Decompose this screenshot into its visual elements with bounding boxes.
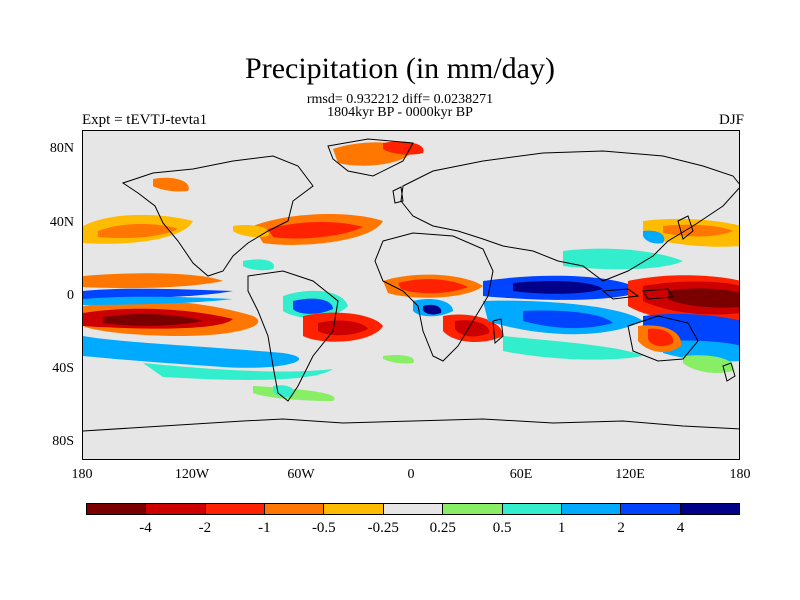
y-label-80N: 80N [49, 141, 74, 156]
legend-tick-label: 4 [676, 520, 685, 536]
legend-tick-label: -0.25 [367, 520, 399, 536]
x-label-180-west: 180 [71, 467, 93, 482]
legend-swatch [443, 504, 503, 514]
legend-tick-label: -1 [258, 520, 271, 536]
legend-swatch [265, 504, 325, 514]
period-line: 1804kyr BP - 0000kyr BP [327, 105, 473, 120]
continent-outlines [83, 138, 739, 432]
y-label-40N: 40N [49, 215, 74, 230]
legend-swatch [502, 504, 562, 514]
x-label-60W: 60W [287, 467, 315, 482]
x-label-120W: 120W [174, 467, 210, 482]
legend-tick-label: -4 [139, 520, 152, 536]
legend-swatch [87, 504, 147, 514]
chart-title: Precipitation (in mm/day) [245, 52, 555, 85]
legend-tick-label: 1 [557, 520, 566, 536]
x-label-60E: 60E [509, 467, 533, 482]
y-label-40S: 40S [52, 361, 74, 376]
x-label-120E: 120E [615, 467, 645, 482]
precipitation-difference-map [83, 138, 739, 432]
legend-tick-label: -0.5 [311, 520, 336, 536]
legend-swatch [680, 504, 739, 514]
statistics-line: rmsd= 0.932212 diff= 0.0238271 [306, 92, 494, 107]
legend-swatch [621, 504, 681, 514]
legend-tick-label: 0.5 [492, 520, 512, 536]
season-label: DJF [718, 112, 744, 128]
legend-tick-label: 0.25 [429, 520, 456, 536]
legend-swatch [324, 504, 384, 514]
color-legend [86, 503, 740, 515]
legend-tick-label: 2 [617, 520, 625, 536]
legend-swatch [561, 504, 622, 514]
anomaly-patches [83, 141, 739, 401]
legend-swatch [205, 504, 266, 514]
x-label-0: 0 [407, 467, 415, 482]
map-panel [82, 130, 740, 460]
legend-tick-label: -2 [198, 520, 212, 536]
legend-swatch [146, 504, 206, 514]
y-label-0: 0 [67, 288, 74, 303]
legend-swatch [383, 504, 444, 514]
y-label-80S: 80S [52, 434, 74, 449]
experiment-label: Expt = tEVTJ-tevta1 [82, 112, 208, 128]
x-label-180-east: 180 [729, 467, 751, 482]
